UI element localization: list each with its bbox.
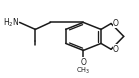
Text: O: O — [113, 45, 119, 54]
Text: O: O — [80, 58, 86, 67]
Text: CH$_3$: CH$_3$ — [76, 66, 90, 76]
Text: O: O — [113, 19, 119, 28]
Text: H$_2$N: H$_2$N — [3, 16, 19, 29]
